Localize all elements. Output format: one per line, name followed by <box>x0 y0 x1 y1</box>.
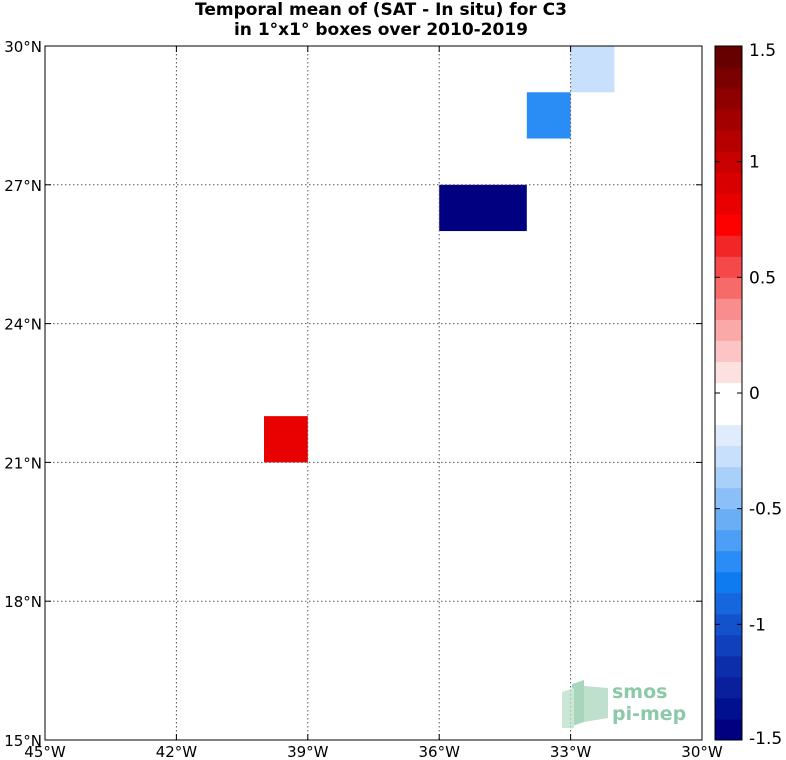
colorbar-segment <box>715 508 742 531</box>
chart-title-line-1: Temporal mean of (SAT - In situ) for C3 <box>195 0 567 20</box>
logo-text-smos: smos <box>612 681 667 703</box>
x-tick-label: 39°W <box>287 743 329 760</box>
y-axis: 15°N 18°N 21°N 24°N 27°N 30°N <box>4 38 702 750</box>
colorbar-segment <box>715 466 742 489</box>
colorbar-segment <box>715 277 742 299</box>
colorbar-segment <box>715 445 742 468</box>
colorbar-segment <box>715 613 742 636</box>
x-tick-label: 45°W <box>24 743 66 760</box>
logo-text-pi-mep: pi-mep <box>612 703 686 725</box>
colorbar-segment <box>715 88 742 110</box>
colorbar-segment <box>715 298 742 320</box>
colorbar-tick-label: 0 <box>749 384 760 404</box>
colorbar-segment <box>715 550 742 573</box>
y-tick-label: 24°N <box>4 316 42 334</box>
chart-title-line-2: in 1°x1° boxes over 2010-2019 <box>233 20 529 40</box>
colorbar-tick-label: 1.5 <box>749 41 776 61</box>
colorbar-segment <box>715 109 742 131</box>
colorbar-segment <box>715 256 742 278</box>
colorbar-segment <box>715 319 742 341</box>
data-cell <box>439 184 483 232</box>
smos-pi-mep-logo: smos pi-mep <box>562 680 686 728</box>
colorbar-tick-label: -1 <box>749 615 766 635</box>
colorbar-segment <box>715 571 742 594</box>
colorbar-segment <box>715 151 742 173</box>
colorbar-segment <box>715 424 742 447</box>
colorbar-segment <box>715 361 742 383</box>
colorbar-segment <box>715 487 742 510</box>
data-cell <box>570 46 615 93</box>
y-tick-label: 27°N <box>4 177 42 195</box>
colorbar-tick-label: 1 <box>749 153 760 173</box>
colorbar-segment <box>715 382 742 405</box>
colorbar-ticks: -1.5 -1 -0.5 0 0.5 1 1.5 <box>715 41 782 749</box>
colorbar-segment <box>715 718 742 741</box>
colorbar-segment <box>715 403 742 426</box>
logo-mark-icon <box>562 680 608 728</box>
colorbar-segment <box>715 172 742 194</box>
x-tick-label: 42°W <box>156 743 198 760</box>
colorbar-segment <box>715 697 742 720</box>
x-tick-label: 33°W <box>550 743 592 760</box>
y-tick-label: 30°N <box>4 38 42 56</box>
colorbar-tick-label: -0.5 <box>749 500 782 520</box>
data-cell <box>264 416 308 463</box>
colorbar-segment <box>715 193 742 215</box>
x-tick-label: 36°W <box>418 743 460 760</box>
data-cell <box>526 92 571 139</box>
colorbar <box>714 45 743 741</box>
colorbar-segment <box>715 340 742 362</box>
colorbar-segment <box>715 235 742 257</box>
grid-lines <box>45 46 702 740</box>
colorbar-segment <box>715 655 742 678</box>
y-tick-label: 15°N <box>4 732 42 750</box>
colorbar-segment <box>715 46 742 68</box>
colorbar-segment <box>715 130 742 152</box>
colorbar-segment <box>715 592 742 615</box>
y-tick-label: 18°N <box>4 593 42 611</box>
colorbar-tick-label: 0.5 <box>749 268 776 288</box>
colorbar-segment <box>715 67 742 89</box>
colorbar-tick-label: -1.5 <box>749 729 782 749</box>
colorbar-segment <box>715 529 742 552</box>
colorbar-segment <box>715 214 742 236</box>
data-cells <box>264 46 615 463</box>
x-tick-label: 30°W <box>681 743 723 760</box>
colorbar-segment <box>715 676 742 699</box>
data-cell <box>483 184 527 232</box>
plot-frame <box>44 45 703 741</box>
y-tick-label: 21°N <box>4 454 42 472</box>
x-axis: 45°W 42°W 39°W 36°W 33°W 30°W <box>24 46 723 760</box>
colorbar-segment <box>715 634 742 657</box>
